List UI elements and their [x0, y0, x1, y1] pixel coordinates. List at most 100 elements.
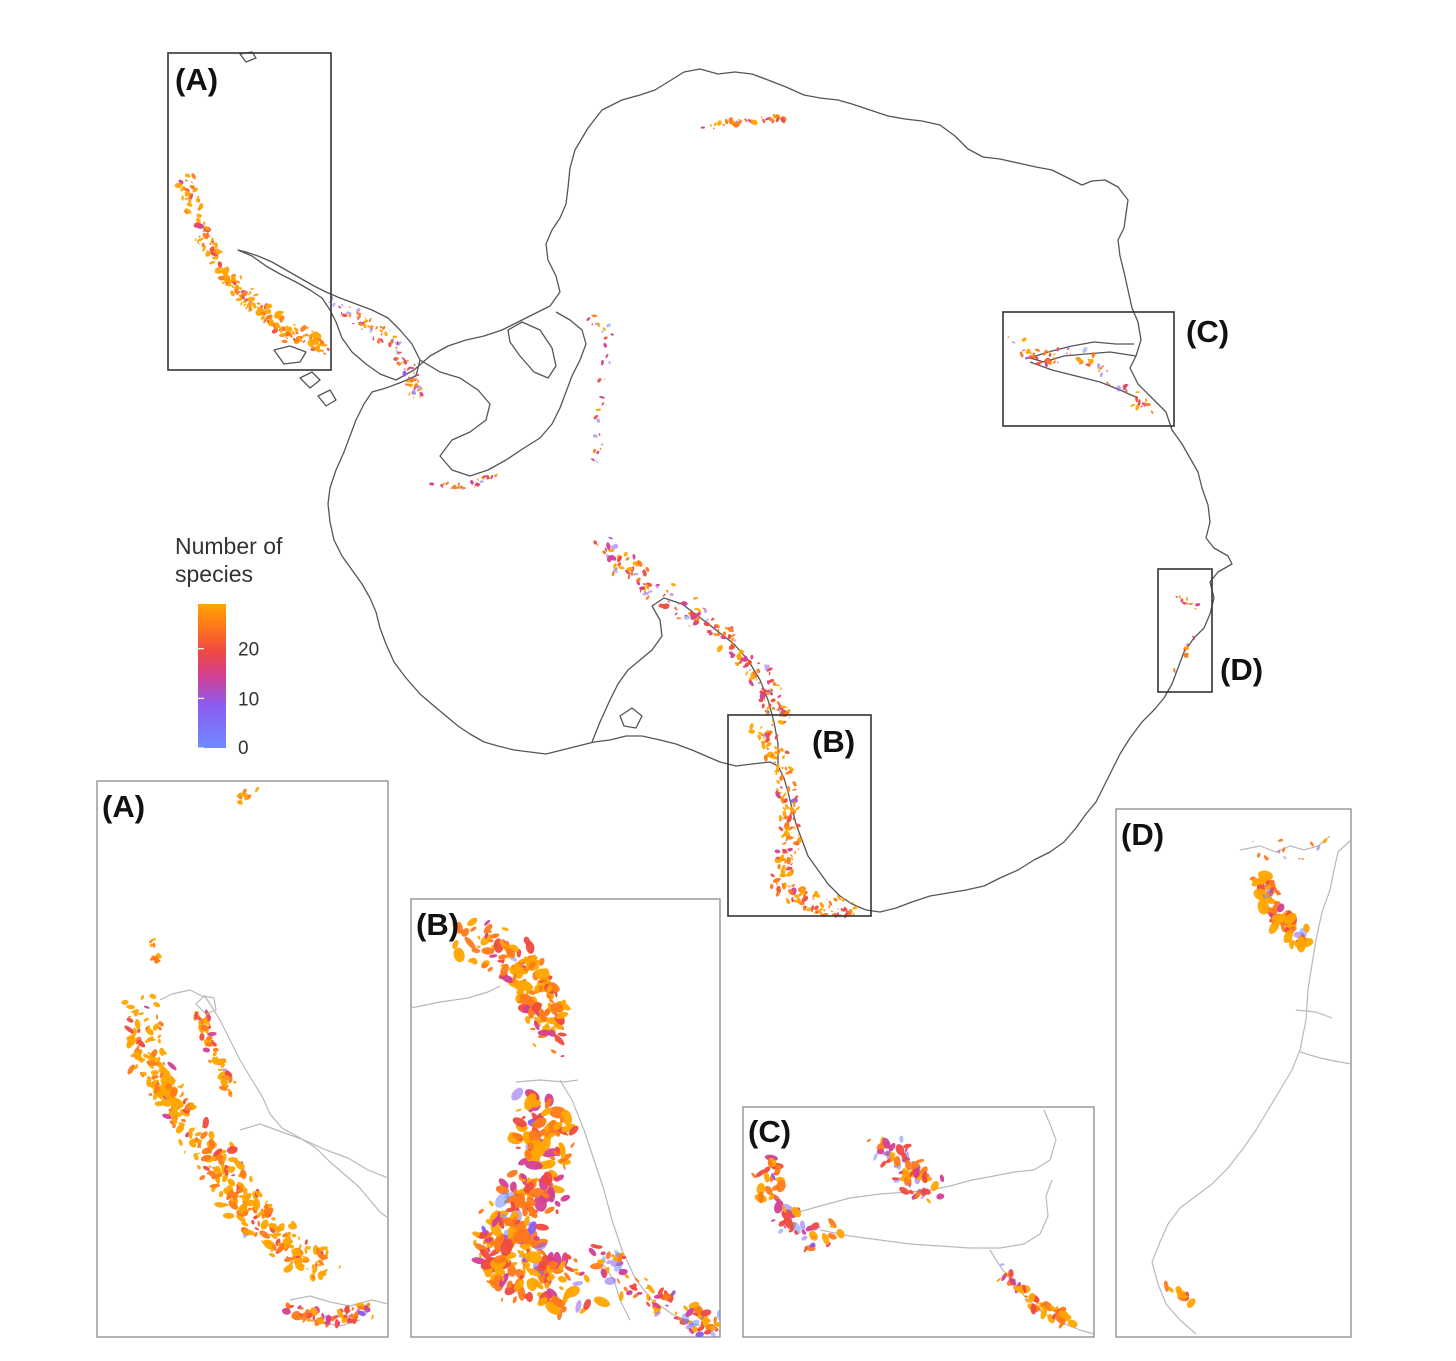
richness-patch [216, 1179, 220, 1185]
richness-patch [199, 1175, 206, 1181]
richness-patch [776, 780, 781, 784]
richness-patch [1278, 838, 1284, 842]
richness-patch [549, 1156, 556, 1161]
richness-patch [175, 1124, 185, 1134]
richness-patch [525, 1150, 532, 1161]
richness-patch [307, 1245, 311, 1250]
richness-patch [595, 408, 601, 412]
richness-patch [523, 936, 531, 946]
richness-patch [294, 1253, 300, 1257]
richness-patch [761, 688, 767, 692]
richness-patch [471, 947, 481, 954]
richness-patch [1309, 841, 1314, 847]
richness-patch [762, 737, 765, 740]
richness-patch [325, 1314, 332, 1325]
richness-patch [774, 734, 779, 740]
richness-patch [592, 448, 597, 454]
richness-patch [157, 1034, 162, 1039]
richness-patch [1180, 598, 1184, 603]
richness-patch [774, 1196, 780, 1200]
richness-patch [194, 1011, 199, 1020]
richness-patch [318, 1246, 328, 1251]
richness-patch [218, 1085, 228, 1091]
richness-patch [323, 343, 328, 347]
richness-patch [787, 847, 793, 852]
richness-patch [882, 1137, 891, 1149]
richness-patch [238, 799, 243, 805]
richness-patch [178, 1139, 183, 1146]
richness-patch [476, 945, 481, 948]
inset-c-label: (C) [748, 1114, 791, 1149]
richness-patch [683, 615, 691, 620]
richness-patch [696, 1325, 705, 1332]
richness-patch [565, 1254, 572, 1260]
richness-patch [154, 1101, 164, 1107]
richness-patch [524, 1215, 530, 1227]
richness-patch [178, 1122, 186, 1126]
richness-patch [1066, 348, 1070, 350]
richness-patch [781, 766, 784, 769]
richness-patch [177, 186, 181, 189]
richness-patch [738, 119, 742, 124]
berkner-island-outline [507, 321, 557, 379]
richness-patch [498, 1178, 509, 1189]
richness-patch [778, 1220, 786, 1227]
richness-patch [926, 1198, 931, 1204]
richness-patch [545, 1023, 551, 1032]
richness-patch [310, 1320, 314, 1323]
richness-patch [178, 179, 184, 184]
richness-patch [520, 1173, 527, 1180]
richness-patch [371, 325, 375, 328]
richness-patch [790, 863, 793, 866]
richness-patch [789, 814, 791, 819]
richness-patch [253, 1215, 258, 1220]
richness-patch [736, 653, 741, 661]
richness-patch [293, 323, 296, 327]
richness-patch [637, 1291, 643, 1295]
richness-patch [1283, 855, 1287, 860]
richness-patch [238, 1203, 248, 1214]
richness-patch [202, 229, 205, 233]
richness-patch [538, 957, 545, 966]
richness-patch [841, 897, 845, 902]
richness-patch [594, 322, 598, 326]
richness-patch [755, 1169, 766, 1178]
richness-patch [509, 1224, 518, 1229]
richness-patch [1265, 880, 1270, 885]
richness-patch [547, 1186, 556, 1203]
richness-patch [728, 644, 735, 650]
richness-patch [172, 1104, 177, 1109]
richness-patch [271, 1217, 276, 1221]
richness-patch [546, 1265, 551, 1275]
richness-patch [458, 485, 461, 489]
richness-patch [723, 1314, 726, 1318]
richness-patch [651, 1299, 657, 1303]
richness-patch [565, 1285, 580, 1298]
richness-patch [243, 1229, 255, 1236]
richness-patch [789, 806, 796, 813]
richness-patch [358, 321, 362, 324]
richness-patch [795, 823, 801, 828]
richness-patch [363, 323, 367, 329]
richness-patch [362, 321, 365, 324]
richness-patch [1091, 356, 1095, 359]
richness-patch [409, 378, 415, 383]
richness-patch [416, 385, 422, 390]
richness-patch [200, 1131, 208, 1140]
richness-patch [769, 689, 774, 694]
richness-patch [248, 309, 253, 312]
richness-patch [575, 1299, 582, 1313]
richness-patch [255, 786, 259, 793]
richness-patch [314, 1260, 320, 1264]
richness-patch [445, 481, 449, 486]
richness-patch [555, 1209, 559, 1215]
richness-patch [281, 339, 288, 344]
richness-patch [311, 346, 317, 351]
richness-patch [226, 1146, 238, 1154]
richness-patch [207, 1031, 217, 1037]
richness-patch [138, 1012, 144, 1016]
richness-patch [674, 1311, 678, 1315]
richness-patch [564, 1272, 571, 1281]
richness-patch [1069, 353, 1072, 356]
richness-patch [921, 1174, 928, 1184]
